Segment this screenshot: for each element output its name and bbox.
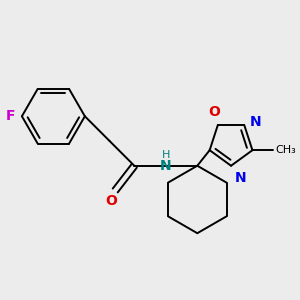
Text: CH₃: CH₃ [275,145,296,155]
Text: N: N [250,115,262,129]
Text: H: H [162,150,170,160]
Text: F: F [6,109,15,123]
Text: O: O [105,194,117,208]
Text: N: N [234,171,246,185]
Text: N: N [160,159,172,173]
Text: O: O [208,105,220,119]
